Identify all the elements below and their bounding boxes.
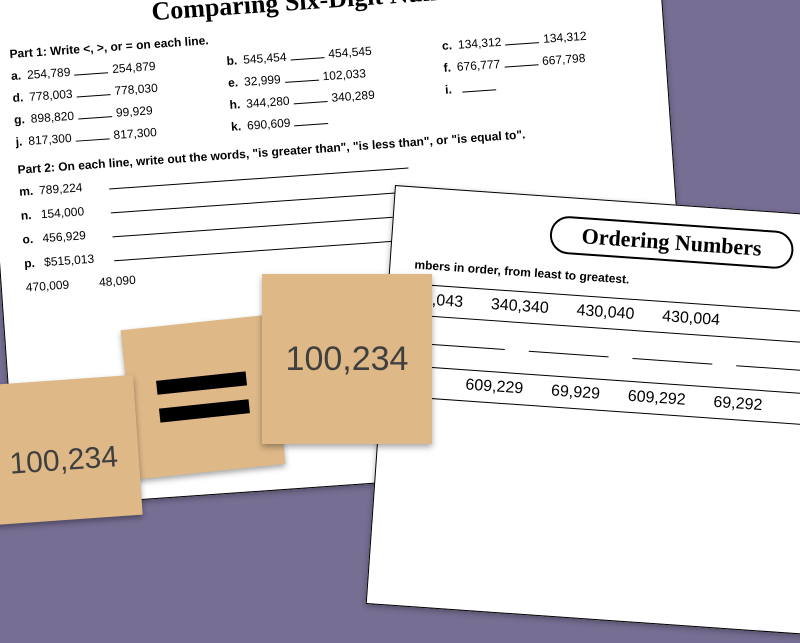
- bottom-v2: 48,090: [99, 273, 137, 290]
- bottom-v1: 470,009: [25, 278, 69, 295]
- card-equals: [121, 315, 286, 480]
- equals-bar: [159, 399, 250, 422]
- number-box-b: b.609,22969,929609,29269,292: [405, 365, 800, 432]
- card-number-small: 100,234: [0, 375, 143, 525]
- equals-bar: [156, 371, 247, 394]
- num-cell: 430,004: [662, 308, 721, 330]
- num-cell: 609,229: [465, 376, 524, 398]
- num-cell: 609,292: [627, 388, 686, 410]
- problem-item: j.817,300817,300: [15, 121, 213, 149]
- num-cell: 69,292: [713, 394, 763, 415]
- num-cell: 430,040: [576, 302, 635, 324]
- num-cell: 69,929: [550, 382, 600, 403]
- problem-item: k.690,609: [231, 106, 429, 134]
- problem-item: [446, 91, 644, 119]
- sheet2-title: Ordering Numbers: [548, 215, 794, 270]
- card-number-big: 100,234: [262, 274, 432, 444]
- num-cell: 340,340: [490, 296, 549, 318]
